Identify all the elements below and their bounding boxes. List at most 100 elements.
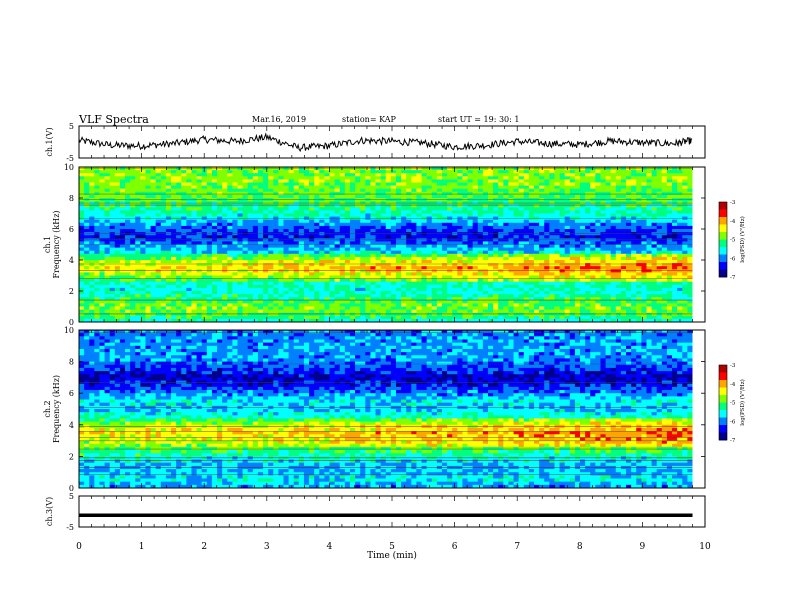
spectrogram-cell [421, 179, 428, 183]
spectrogram-cell [344, 198, 351, 202]
spectrogram-cell [452, 241, 458, 245]
spectrogram-cell [441, 250, 448, 255]
spectrogram-cell [539, 235, 545, 239]
spectrogram-cell [104, 194, 111, 199]
spectrogram-cell [94, 272, 100, 276]
spectrogram-cell [283, 188, 289, 193]
spectrogram-cell [523, 244, 530, 248]
spectrogram-cell [631, 213, 637, 217]
spectrogram-cell [130, 272, 136, 276]
spectrogram-cell [227, 281, 233, 286]
spectrogram-cell [549, 173, 555, 177]
spectrogram-cell [528, 210, 535, 214]
spectrogram-cell [406, 247, 412, 252]
spectrogram-cell [196, 194, 203, 199]
spectrogram-cell [416, 194, 422, 199]
spectrogram-cell [257, 229, 264, 233]
spectrogram-cell [467, 266, 474, 270]
spectrogram-cell [385, 213, 392, 217]
spectrogram-cell [227, 176, 233, 180]
spectrogram-cell [441, 198, 448, 202]
spectrogram-cell [472, 287, 479, 292]
spectrogram-cell [549, 269, 555, 273]
spectrogram-cell [590, 207, 596, 211]
spectrogram-cell [580, 222, 586, 227]
spectrogram-cell [666, 176, 673, 180]
spectrogram-cell [539, 194, 545, 199]
spectrogram-cell [135, 256, 141, 261]
spectrogram-cell [160, 179, 167, 183]
spectrogram-cell [349, 182, 356, 186]
spectrogram-cell [278, 284, 284, 289]
spectrogram-cell [135, 235, 141, 239]
spectrogram-cell [615, 287, 622, 292]
spectrogram-cell [452, 260, 458, 264]
spectrogram-cell [431, 291, 438, 295]
spectrogram-cell [600, 253, 606, 258]
spectrogram-cell [620, 278, 627, 283]
spectrogram-cell [666, 185, 673, 190]
spectrogram-cell [421, 287, 428, 292]
spectrogram-cell [232, 269, 238, 273]
spectrogram-cell [467, 238, 474, 242]
spectrogram-cell [135, 229, 141, 233]
spectrogram-cell [247, 207, 254, 211]
spectrogram-cell [441, 269, 448, 273]
spectrogram-cell [498, 247, 504, 252]
spectrogram-cell [125, 278, 131, 283]
spectrogram-cell [590, 213, 596, 217]
spectrogram-cell [600, 185, 606, 190]
spectrogram-cell [211, 291, 218, 295]
spectrogram-cell [344, 213, 351, 217]
spectrogram-cell [84, 284, 90, 289]
spectrogram-cell [682, 281, 688, 286]
spectrogram-cell [487, 222, 494, 227]
spectrogram-cell [191, 188, 197, 193]
spectrogram-cell [314, 275, 320, 279]
spectrogram-cell [145, 173, 151, 177]
spectrogram-cell [472, 213, 479, 217]
spectrogram-cell [651, 191, 658, 196]
spectrogram-cell [436, 198, 443, 202]
spectrogram-cell [585, 287, 591, 292]
spectrogram-cell [441, 263, 448, 267]
spectrogram-cell [293, 229, 300, 233]
spectrogram-cell [585, 275, 591, 279]
spectrogram-cell [84, 194, 90, 199]
spectrogram-cell [508, 247, 514, 252]
spectrogram-cell [135, 266, 141, 270]
spectrogram-cell [569, 185, 576, 190]
spectrogram-cell [171, 253, 177, 258]
spectrogram-cell [349, 278, 356, 283]
spectrogram-cell [518, 284, 525, 289]
spectrogram-cell [186, 287, 192, 292]
spectrogram-cell [431, 179, 438, 183]
spectrogram-cell [651, 256, 658, 261]
spectrogram-cell [247, 269, 254, 273]
spectrogram-cell [252, 284, 259, 289]
spectrogram-cell [160, 222, 167, 227]
spectrogram-cell [554, 278, 560, 283]
spectrogram-cell [99, 194, 105, 199]
spectrogram-cell [554, 272, 560, 276]
spectrogram-cell [309, 238, 315, 242]
spectrogram-cell [641, 260, 647, 264]
spectrogram-cell [615, 256, 622, 261]
spectrogram-cell [319, 244, 325, 248]
spectrogram-cell [431, 260, 438, 264]
spectrogram-cell [631, 241, 637, 245]
spectrogram-cell [457, 173, 463, 177]
spectrogram-cell [211, 207, 218, 211]
spectrogram-cell [314, 210, 320, 214]
spectrogram-cell [528, 222, 535, 227]
spectrogram-cell [380, 238, 387, 242]
spectrogram-cell [431, 266, 438, 270]
spectrogram-cell [564, 213, 571, 217]
spectrogram-cell [615, 253, 622, 258]
spectrogram-cell [411, 219, 417, 224]
spectrogram-cell [457, 291, 463, 295]
spectrogram-cell [631, 275, 637, 279]
spectrogram-cell [94, 185, 100, 190]
spectrogram-cell [385, 219, 392, 224]
spectrogram-cell [160, 291, 167, 295]
